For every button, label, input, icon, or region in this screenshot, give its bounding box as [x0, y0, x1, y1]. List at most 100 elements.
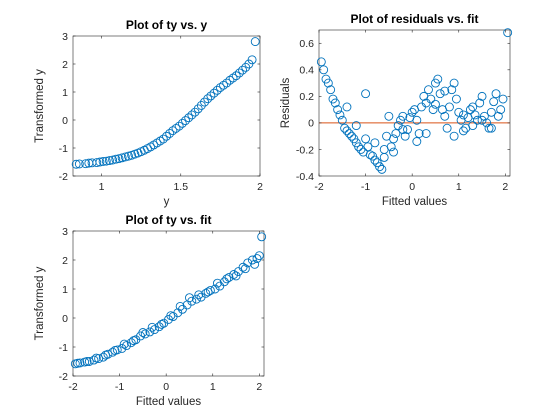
data-point [206, 91, 216, 101]
data-point [212, 85, 222, 95]
data-point [477, 91, 487, 101]
y-tick-label: 0 [62, 115, 68, 127]
data-point [440, 86, 450, 96]
data-point [379, 152, 389, 162]
subplot-residuals-vs-fit: -2 -1 0 1 2 -0.4 -0.2 0 0.2 0.4 0.6 Plot of residu… [280, 12, 513, 208]
data-point [166, 311, 176, 321]
data-point [190, 107, 200, 117]
data-point [89, 355, 99, 365]
data-point [428, 105, 438, 115]
data-point [231, 71, 241, 81]
data-point [426, 94, 436, 104]
data-point [124, 151, 133, 161]
data-point [454, 107, 464, 117]
data-point [250, 259, 260, 269]
data-point [351, 121, 361, 131]
data-point [412, 115, 422, 125]
axes-frame [72, 35, 261, 177]
data-point [140, 329, 150, 339]
data-point [468, 121, 478, 131]
data-point [342, 102, 352, 112]
data-point [84, 357, 94, 366]
data-point [449, 131, 459, 141]
data-point [377, 164, 387, 174]
x-tick-label: -1 [115, 381, 124, 393]
data-point [158, 134, 168, 144]
data-point [91, 353, 101, 363]
data-point [74, 159, 84, 169]
data-point [468, 102, 478, 112]
data-point [340, 123, 350, 133]
data-point [363, 142, 373, 152]
x-tick-label: 1 [456, 181, 462, 193]
data-point [398, 125, 408, 134]
y-tick-label: -0.2 [296, 144, 314, 156]
data-point [81, 159, 91, 169]
x-axis-label: Fitted values [136, 396, 201, 408]
data-point [147, 322, 157, 332]
data-point [458, 126, 468, 136]
data-point [101, 350, 111, 360]
data-point [126, 338, 136, 348]
data-point [222, 78, 232, 88]
data-point [181, 116, 190, 126]
data-point [196, 100, 206, 110]
data-point [431, 99, 440, 109]
data-point [241, 62, 251, 72]
x-tick-label: -1 [361, 181, 370, 193]
data-point [333, 105, 343, 115]
data-point [231, 271, 241, 281]
data-point [465, 105, 475, 115]
data-point [129, 336, 139, 346]
data-point [477, 115, 487, 125]
data-point [212, 278, 222, 288]
data-point [389, 147, 398, 157]
y-tick-label: -1 [59, 342, 68, 354]
data-point [486, 107, 496, 117]
x-tick-label: -2 [68, 381, 77, 393]
data-point [222, 274, 232, 284]
data-points [71, 37, 260, 169]
data-point [104, 156, 114, 166]
data-point [229, 270, 239, 279]
data-point [472, 115, 482, 125]
y-tick-label: 0 [62, 313, 68, 325]
data-point [442, 123, 452, 133]
data-point [192, 294, 201, 304]
data-point [400, 131, 410, 141]
data-point [95, 157, 105, 167]
y-tick-label: -2 [59, 171, 68, 183]
data-point [344, 129, 354, 138]
data-point [449, 78, 459, 88]
data-point [138, 328, 148, 337]
data-point [175, 301, 185, 311]
data-point [435, 89, 445, 99]
data-point [177, 118, 187, 128]
x-axis-label: Fitted values [382, 196, 447, 208]
data-point [254, 251, 264, 261]
data-point [361, 134, 371, 144]
data-point [98, 156, 108, 166]
data-point [440, 111, 450, 121]
data-points [70, 232, 267, 369]
data-point [398, 111, 408, 121]
y-tick-label: 0.6 [299, 38, 314, 50]
data-point [384, 111, 394, 121]
data-point [498, 94, 508, 104]
data-point [234, 68, 244, 78]
data-point [209, 88, 219, 98]
data-point [101, 156, 111, 166]
data-point [403, 125, 412, 134]
data-point [458, 110, 468, 120]
data-point [150, 325, 159, 335]
data-point [470, 110, 480, 120]
data-point [168, 126, 178, 136]
y-tick-label: 0.2 [299, 91, 314, 103]
data-point [92, 158, 102, 168]
ticks: -2 -1 0 1 2 -2 -1 0 1 2 3 [59, 226, 264, 393]
x-axis-label: y [164, 196, 170, 208]
data-point [412, 137, 422, 146]
data-point [503, 28, 513, 38]
data-point [370, 155, 380, 165]
data-point [323, 78, 333, 88]
